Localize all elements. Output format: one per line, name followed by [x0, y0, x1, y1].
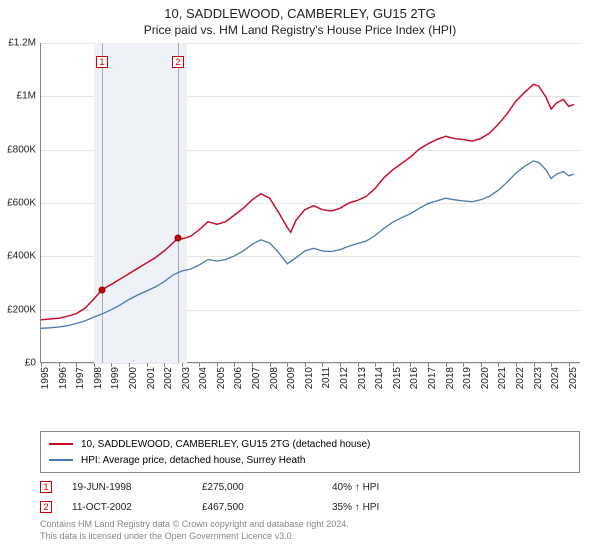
sale-marker-box: 1: [96, 56, 108, 68]
sale-delta: 40% ↑ HPI: [332, 482, 462, 493]
x-tick-label: 2007: [251, 367, 262, 389]
x-tick-label: 2005: [216, 367, 227, 389]
page-subtitle: Price paid vs. HM Land Registry's House …: [0, 21, 600, 43]
x-tick-label: 2010: [304, 367, 315, 389]
y-tick-label: £1M: [17, 91, 36, 102]
x-tick-label: 2004: [198, 367, 209, 389]
x-tick-label: 2011: [321, 367, 332, 389]
sale-delta: 35% ↑ HPI: [332, 502, 462, 513]
sale-price: £467,500: [202, 502, 332, 513]
series-price_paid: [41, 84, 574, 319]
chart-area: £0£200K£400K£600K£800K£1M£1.2M 12 199519…: [40, 43, 600, 383]
y-tick-label: £400K: [7, 251, 36, 262]
x-tick-label: 1995: [40, 367, 51, 389]
x-tick-label: 1998: [93, 367, 104, 389]
x-axis: 1995199619971998199920002001200220032004…: [40, 363, 580, 383]
x-tick-label: 2001: [146, 367, 157, 389]
plot-area: 12: [40, 43, 580, 363]
sale-marker-box: 2: [172, 56, 184, 68]
sale-row-marker: 2: [40, 501, 52, 513]
sale-row: 2 11-OCT-2002£467,50035% ↑ HPI: [40, 497, 580, 517]
sale-dot: [99, 286, 106, 293]
x-tick-label: 1997: [75, 367, 86, 389]
y-axis: £0£200K£400K£600K£800K£1M£1.2M: [0, 43, 40, 383]
y-tick-label: £1.2M: [8, 38, 36, 49]
y-tick-label: £0: [25, 358, 36, 369]
legend-swatch: [49, 459, 73, 461]
sale-row: 1 19-JUN-1998£275,00040% ↑ HPI: [40, 477, 580, 497]
x-tick-label: 2014: [374, 367, 385, 389]
legend-row: HPI: Average price, detached house, Surr…: [49, 452, 571, 468]
page-title: 10, SADDLEWOOD, CAMBERLEY, GU15 2TG: [0, 0, 600, 21]
x-tick-label: 2008: [269, 367, 280, 389]
x-tick-label: 2012: [339, 367, 350, 389]
x-tick-label: 2003: [181, 367, 192, 389]
x-tick-label: 2020: [480, 367, 491, 389]
x-tick-label: 2018: [445, 367, 456, 389]
x-tick-label: 2002: [163, 367, 174, 389]
x-tick-label: 2021: [497, 367, 508, 389]
y-tick-label: £600K: [7, 198, 36, 209]
footer-line1: Contains HM Land Registry data © Crown c…: [40, 519, 580, 531]
footer-line2: This data is licensed under the Open Gov…: [40, 531, 580, 543]
x-tick-label: 2015: [392, 367, 403, 389]
series-svg: [41, 43, 581, 363]
sale-date: 19-JUN-1998: [72, 482, 202, 493]
x-tick-label: 1999: [110, 367, 121, 389]
series-hpi: [41, 161, 574, 328]
legend-swatch: [49, 443, 73, 445]
sale-price: £275,000: [202, 482, 332, 493]
x-tick-label: 2022: [515, 367, 526, 389]
x-tick-label: 2023: [533, 367, 544, 389]
y-tick-label: £800K: [7, 144, 36, 155]
x-tick-label: 2017: [427, 367, 438, 389]
x-tick-label: 2013: [357, 367, 368, 389]
x-tick-label: 2024: [550, 367, 561, 389]
x-tick-label: 2006: [233, 367, 244, 389]
sale-date: 11-OCT-2002: [72, 502, 202, 513]
sale-row-marker: 1: [40, 481, 52, 493]
x-tick-label: 2000: [128, 367, 139, 389]
x-tick-label: 2016: [409, 367, 420, 389]
x-tick-label: 2009: [286, 367, 297, 389]
legend-row: 10, SADDLEWOOD, CAMBERLEY, GU15 2TG (det…: [49, 436, 571, 452]
sale-dot: [174, 235, 181, 242]
x-tick-label: 2025: [568, 367, 579, 389]
legend: 10, SADDLEWOOD, CAMBERLEY, GU15 2TG (det…: [40, 431, 580, 473]
sales-table: 1 19-JUN-1998£275,00040% ↑ HPI 2 11-OCT-200…: [40, 477, 580, 517]
y-tick-label: £200K: [7, 304, 36, 315]
x-tick-label: 1996: [58, 367, 69, 389]
footer-attribution: Contains HM Land Registry data © Crown c…: [40, 519, 580, 542]
legend-label: HPI: Average price, detached house, Surr…: [81, 455, 305, 466]
legend-label: 10, SADDLEWOOD, CAMBERLEY, GU15 2TG (det…: [81, 439, 370, 450]
x-tick-label: 2019: [462, 367, 473, 389]
